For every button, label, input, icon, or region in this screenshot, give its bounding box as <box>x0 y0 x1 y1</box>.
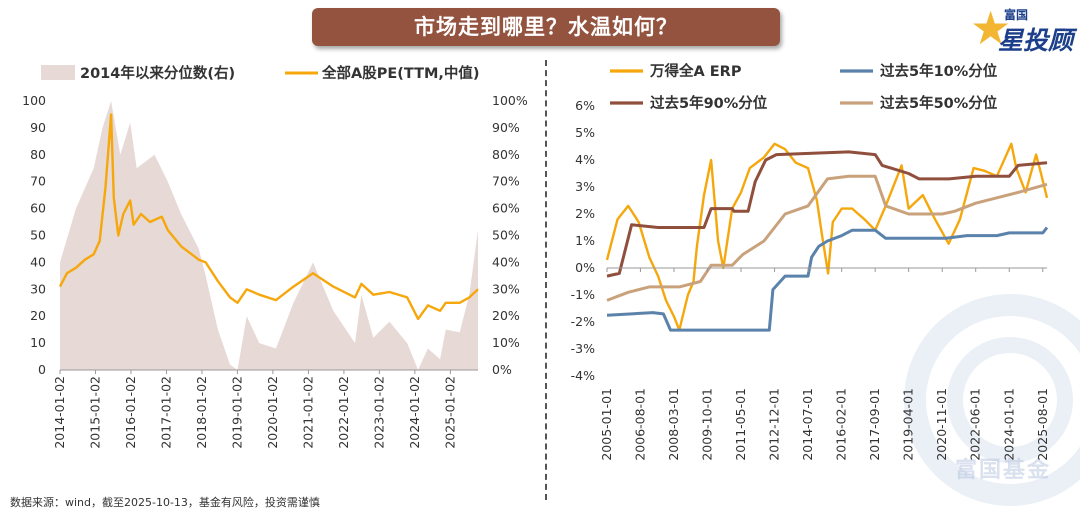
x-tick-label: 2017-01-02 <box>158 376 173 449</box>
x-tick-label: 2025-01-02 <box>442 376 457 449</box>
p90-line <box>606 150 1048 278</box>
footer-source: 数据来源：wind，截至2025-10-13，基金有风险，投资需谨慎 <box>10 496 320 509</box>
x-tick-label: 2024-01-02 <box>407 376 422 449</box>
x-tick-label: 2014-01-02 <box>52 376 67 449</box>
x-tick-label: 2005-01-01 <box>599 388 614 461</box>
y-left-tick-label: 40 <box>30 254 46 269</box>
x-tick-label: 2019-01-02 <box>229 376 244 449</box>
pe-line <box>58 113 479 321</box>
x-tick-label: 2015-01-02 <box>87 376 102 449</box>
legend-label-percentile: 2014年以来分位数(右) <box>80 64 235 82</box>
erp-line <box>605 142 1049 332</box>
legend-swatch-percentile <box>41 65 75 80</box>
watermark: 富国基金 <box>955 458 1052 483</box>
legend-label-pe: 全部A股PE(TTM,中值) <box>321 64 480 82</box>
y-right-tick-label: 50% <box>492 228 520 243</box>
y-left-tick-label: 70 <box>30 174 46 189</box>
x-tick-label: 2016-01-02 <box>123 376 138 449</box>
x-tick-label: 2021-01-02 <box>300 376 315 449</box>
legend-p50-label: 过去5年50%分位 <box>880 94 998 112</box>
percentile-area <box>60 101 478 370</box>
y-tick-label: 1% <box>575 233 595 248</box>
x-tick-label: 2022-06-01 <box>968 388 983 461</box>
x-tick-label: 2023-01-02 <box>371 376 386 449</box>
p50-line <box>606 174 1048 302</box>
legend-p90-label: 过去5年90%分位 <box>650 94 768 112</box>
star-icon: ★ <box>970 1 1012 55</box>
x-tick-label: 2014-07-01 <box>800 388 815 461</box>
x-tick-label: 2025-08-01 <box>1035 388 1050 461</box>
panel-divider <box>545 60 547 500</box>
x-tick-label: 2009-10-01 <box>700 388 715 461</box>
legend-erp-label: 万得全A ERP <box>649 62 742 80</box>
y-left-tick-label: 0 <box>38 362 46 377</box>
x-tick-label: 2008-03-01 <box>666 388 681 461</box>
x-tick-label: 2006-08-01 <box>632 388 647 461</box>
y-right-tick-label: 20% <box>492 308 520 323</box>
y-left-tick-label: 80 <box>30 147 46 162</box>
y-right-tick-label: 0% <box>492 362 512 377</box>
y-right-tick-label: 90% <box>492 120 520 135</box>
y-left-tick-label: 50 <box>30 228 46 243</box>
y-left-tick-label: 90 <box>30 120 46 135</box>
y-left-tick-label: 30 <box>30 281 46 296</box>
y-right-tick-label: 40% <box>492 254 520 269</box>
brand-logo: ★ 富国 星投顾 <box>970 1 1078 55</box>
x-tick-label: 2011-05-01 <box>733 388 748 461</box>
logo-big-text: 星投顾 <box>998 26 1074 55</box>
y-left-tick-label: 60 <box>30 201 46 216</box>
y-right-tick-label: 70% <box>492 174 520 189</box>
erp-chart: 6% 5% 4% 3% 2% 1% 0% -1% -2% -3% -4% 2005-01-01 2006… <box>571 62 1050 461</box>
y-tick-label: 4% <box>575 152 595 167</box>
x-tick-label: 2024-01-01 <box>1001 388 1016 461</box>
logo-small-text: 富国 <box>1004 8 1029 22</box>
x-tick-label: 2019-04-01 <box>901 388 916 461</box>
legend-p10-label: 过去5年10%分位 <box>880 62 998 80</box>
y-tick-label: 0% <box>575 260 595 275</box>
title-banner: 市场走到哪里？水温如何？ <box>312 8 780 46</box>
y-right-tick-label: 100% <box>492 93 528 108</box>
x-tick-label: 2022-01-02 <box>336 376 351 449</box>
y-right-tick-label: 10% <box>492 335 520 350</box>
y-right-tick-label: 80% <box>492 147 520 162</box>
y-tick-label: 2% <box>575 206 595 221</box>
y-left-tick-label: 10 <box>30 335 46 350</box>
y-tick-label: -2% <box>571 314 595 329</box>
x-tick-label: 2018-01-02 <box>194 376 209 449</box>
y-right-tick-label: 60% <box>492 201 520 216</box>
y-left-tick-label: 100 <box>22 93 46 108</box>
pe-percentile-chart: 0 10 20 30 40 50 60 70 80 90 100 0% 10% 20% 30% 40% 50% 6… <box>22 64 528 449</box>
x-tick-label: 2017-09-01 <box>867 388 882 461</box>
x-tick-label: 2012-12-01 <box>767 388 782 461</box>
y-left-tick-label: 20 <box>30 308 46 323</box>
x-tick-label: 2020-11-01 <box>934 388 949 461</box>
y-tick-label: 6% <box>575 98 595 113</box>
x-tick-label: 2020-01-02 <box>265 376 280 449</box>
y-right-tick-label: 30% <box>492 281 520 296</box>
p10-line <box>606 226 1049 332</box>
y-tick-label: 5% <box>575 125 595 140</box>
y-tick-label: -4% <box>571 368 595 383</box>
y-tick-label: -1% <box>571 287 595 302</box>
y-tick-label: 3% <box>575 179 595 194</box>
x-tick-label: 2016-02-01 <box>834 388 849 461</box>
y-tick-label: -3% <box>571 341 595 356</box>
